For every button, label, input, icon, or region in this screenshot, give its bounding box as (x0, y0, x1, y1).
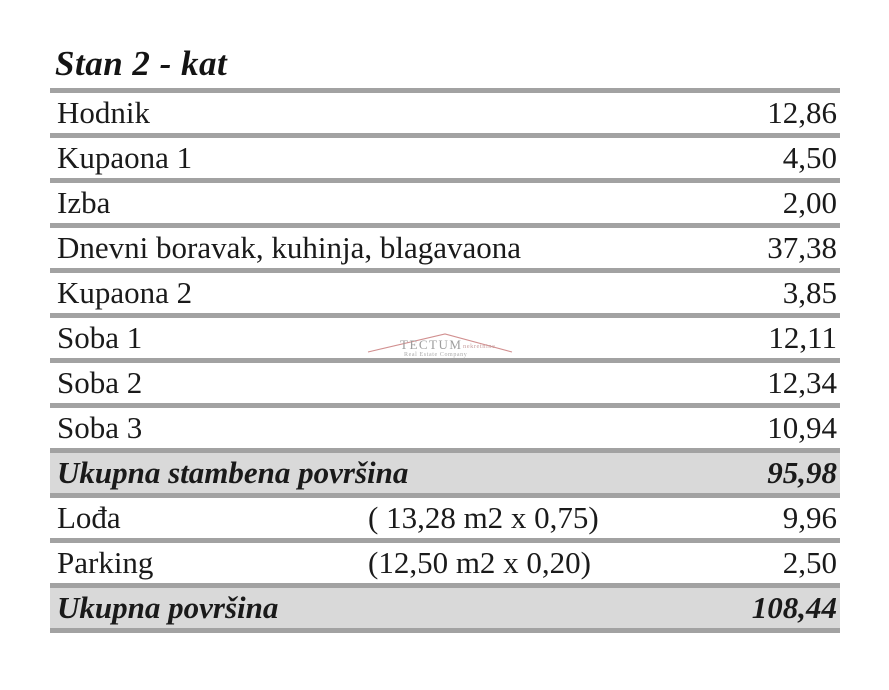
area-value: 95,98 (767, 455, 837, 490)
area-formula: (12,50 m2 x 0,20) (368, 545, 592, 580)
area-value: 4,50 (782, 140, 837, 175)
table-rows: Hodnik 12,86 Kupaona 1 4,50 Izba 2,00 Dn… (50, 88, 840, 628)
room-label: Dnevni boravak, kuhinja, blagavaona (57, 230, 521, 265)
table-row: Kupaona 2 3,85 (50, 268, 840, 313)
area-value: 3,85 (782, 275, 837, 310)
area-table: Hodnik 12,86 Kupaona 1 4,50 Izba 2,00 Dn… (50, 88, 840, 633)
area-value: 2,50 (782, 545, 837, 580)
table-row: Ukupna stambena površina 95,98 (50, 448, 840, 493)
area-value: 12,11 (768, 320, 837, 355)
area-formula: ( 13,28 m2 x 0,75) (368, 500, 599, 535)
area-value: 12,86 (767, 95, 837, 130)
area-value: 2,00 (782, 185, 837, 220)
area-value: 37,38 (767, 230, 837, 265)
room-label: Hodnik (57, 95, 150, 130)
room-label: Soba 1 (57, 320, 143, 355)
page-title: Stan 2 - kat (55, 44, 228, 83)
area-value: 10,94 (767, 410, 837, 445)
table-row: Lođa ( 13,28 m2 x 0,75) 9,96 (50, 493, 840, 538)
room-label: Ukupna stambena površina (57, 455, 409, 490)
room-label: Ukupna površina (57, 590, 279, 625)
table-row: Soba 3 10,94 (50, 403, 840, 448)
table-row: Izba 2,00 (50, 178, 840, 223)
area-value: 9,96 (782, 500, 837, 535)
table-row: Kupaona 1 4,50 (50, 133, 840, 178)
room-label: Parking (57, 545, 154, 580)
table-row: Dnevni boravak, kuhinja, blagavaona 37,3… (50, 223, 840, 268)
room-label: Izba (57, 185, 111, 220)
table-row: Parking (12,50 m2 x 0,20) 2,50 (50, 538, 840, 583)
room-label: Soba 2 (57, 365, 143, 400)
table-bottom-border (50, 628, 840, 633)
area-value: 12,34 (767, 365, 837, 400)
table-row: Ukupna površina 108,44 (50, 583, 840, 628)
room-label: Kupaona 2 (57, 275, 193, 310)
room-label: Kupaona 1 (57, 140, 193, 175)
area-value: 108,44 (751, 590, 837, 625)
room-label: Lođa (57, 500, 121, 535)
room-label: Soba 3 (57, 410, 143, 445)
table-row: Hodnik 12,86 (50, 88, 840, 133)
table-row: Soba 1 12,11 (50, 313, 840, 358)
table-row: Soba 2 12,34 (50, 358, 840, 403)
